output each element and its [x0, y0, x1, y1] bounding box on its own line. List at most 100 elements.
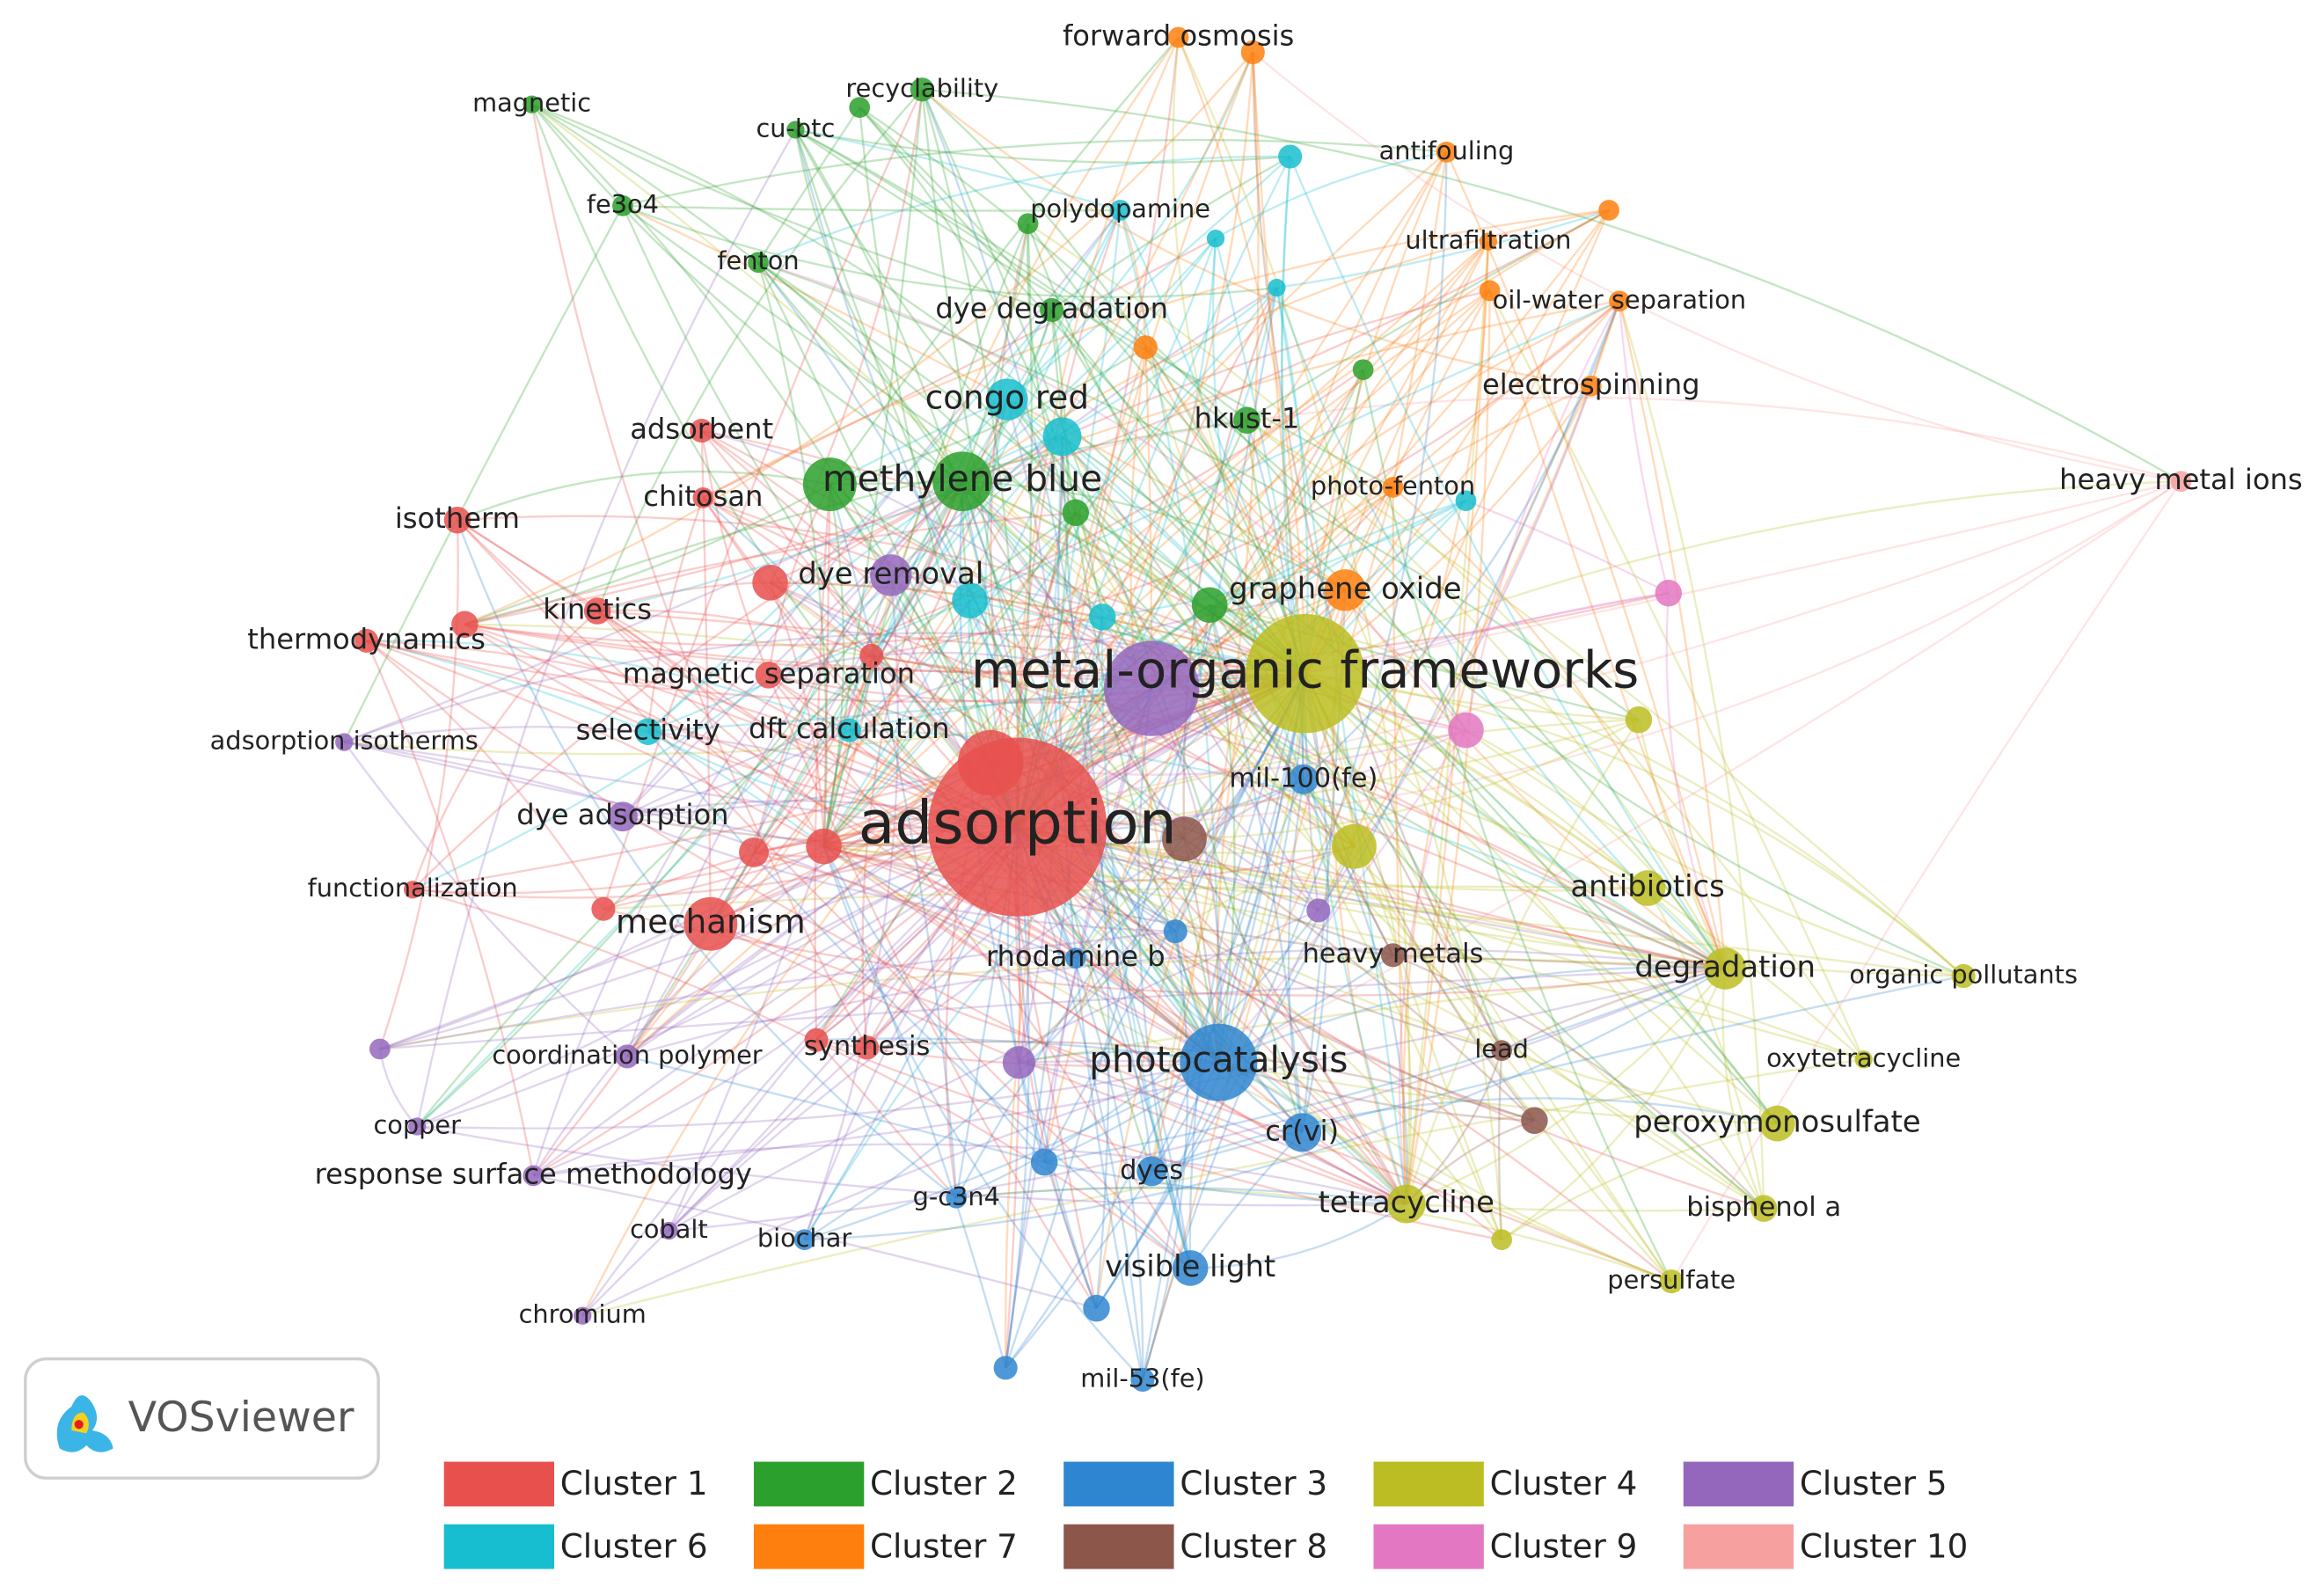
edge [533, 1174, 1097, 1310]
node-label: mechanism [616, 903, 806, 941]
node-label: dft calculation [749, 712, 950, 745]
edge [1305, 672, 1865, 1061]
node [1042, 417, 1082, 457]
edge [1074, 604, 1211, 959]
edge [770, 581, 1726, 970]
node [1133, 335, 1158, 360]
edge [815, 1039, 958, 1199]
edge [1304, 673, 1673, 1283]
legend-swatch [1063, 1524, 1174, 1569]
edge [767, 674, 1192, 1269]
edge [344, 726, 1019, 829]
logo-text: VOSviewer [128, 1393, 354, 1442]
edge [603, 885, 1648, 911]
edge [1189, 1131, 1304, 1269]
edge [622, 815, 1176, 932]
node [748, 252, 769, 274]
node-label: electrospinning [1482, 368, 1700, 401]
edge [1488, 289, 1865, 1060]
edge [622, 204, 1121, 212]
node [910, 77, 934, 102]
edge [1497, 1050, 1503, 1240]
edge [955, 910, 1319, 1199]
edge [1209, 603, 1640, 721]
edge [416, 128, 797, 1127]
edge [702, 238, 1217, 499]
edge [822, 845, 1007, 1369]
edge [961, 238, 1217, 483]
node [612, 195, 633, 216]
edge [1214, 238, 1306, 674]
edge [803, 574, 899, 1240]
edge [702, 496, 1305, 675]
node [354, 628, 379, 653]
edge [1004, 617, 1104, 1369]
node [583, 597, 611, 625]
edge [344, 741, 1219, 1064]
node [443, 506, 471, 534]
edge [757, 261, 1306, 675]
edge [822, 655, 873, 847]
node [1172, 1250, 1209, 1286]
edge [961, 223, 1029, 482]
node-label: antifouling [1379, 135, 1515, 165]
edge [416, 672, 1306, 1128]
edge [709, 209, 1122, 925]
node-label: isotherm [395, 501, 520, 535]
edge [871, 655, 1305, 682]
edge [859, 106, 1104, 618]
edge [770, 581, 1319, 911]
edge [1027, 223, 1306, 675]
edge [532, 672, 1306, 1177]
edge [626, 289, 1491, 1057]
edge [956, 1187, 1672, 1283]
edge [530, 104, 868, 1049]
node-label: ultrafiltration [1405, 225, 1571, 255]
node [1521, 1107, 1548, 1134]
edge [366, 640, 850, 732]
edge [859, 106, 1779, 1124]
edge [822, 589, 1346, 848]
node [1083, 1294, 1110, 1322]
edge [770, 581, 1305, 675]
node [1017, 213, 1039, 235]
edge [921, 89, 1304, 1133]
edge [1445, 151, 1727, 969]
edge [702, 208, 1610, 499]
node [1268, 278, 1286, 297]
edge [597, 609, 873, 657]
node-label: organic pollutants [1849, 959, 2078, 989]
edge [822, 151, 1448, 847]
node [1206, 229, 1225, 248]
legend-label: Cluster 7 [870, 1526, 1018, 1565]
edge [1043, 1161, 1407, 1205]
edge [768, 672, 1305, 704]
edge [365, 640, 535, 1176]
node-label: rhodamine b [986, 940, 1166, 973]
node [1163, 919, 1188, 944]
edge [822, 435, 1063, 847]
edge [647, 730, 825, 848]
edge [1405, 719, 1640, 1204]
node-label: mil-100(fe) [1229, 763, 1378, 794]
node [451, 611, 479, 639]
edge [1665, 593, 1727, 969]
node [793, 1229, 815, 1251]
edge [621, 205, 1019, 828]
edge [1465, 728, 1727, 969]
edge [1005, 1062, 1220, 1369]
edge [1151, 1097, 1778, 1173]
edge [848, 435, 1063, 731]
edge [1362, 369, 1673, 1283]
edge [1184, 719, 1640, 840]
edge [794, 129, 1304, 1134]
legend: Cluster 1 Cluster 2 Cluster 3 Cluster 4 Clus… [443, 1461, 1968, 1569]
edge [581, 1058, 1864, 1317]
node-label: adsorption [859, 788, 1177, 858]
edge [794, 128, 1727, 969]
edge [822, 208, 1610, 847]
edge [849, 672, 1305, 732]
node-label: methylene blue [822, 457, 1102, 500]
edge [530, 104, 1220, 1064]
node [660, 1221, 678, 1240]
